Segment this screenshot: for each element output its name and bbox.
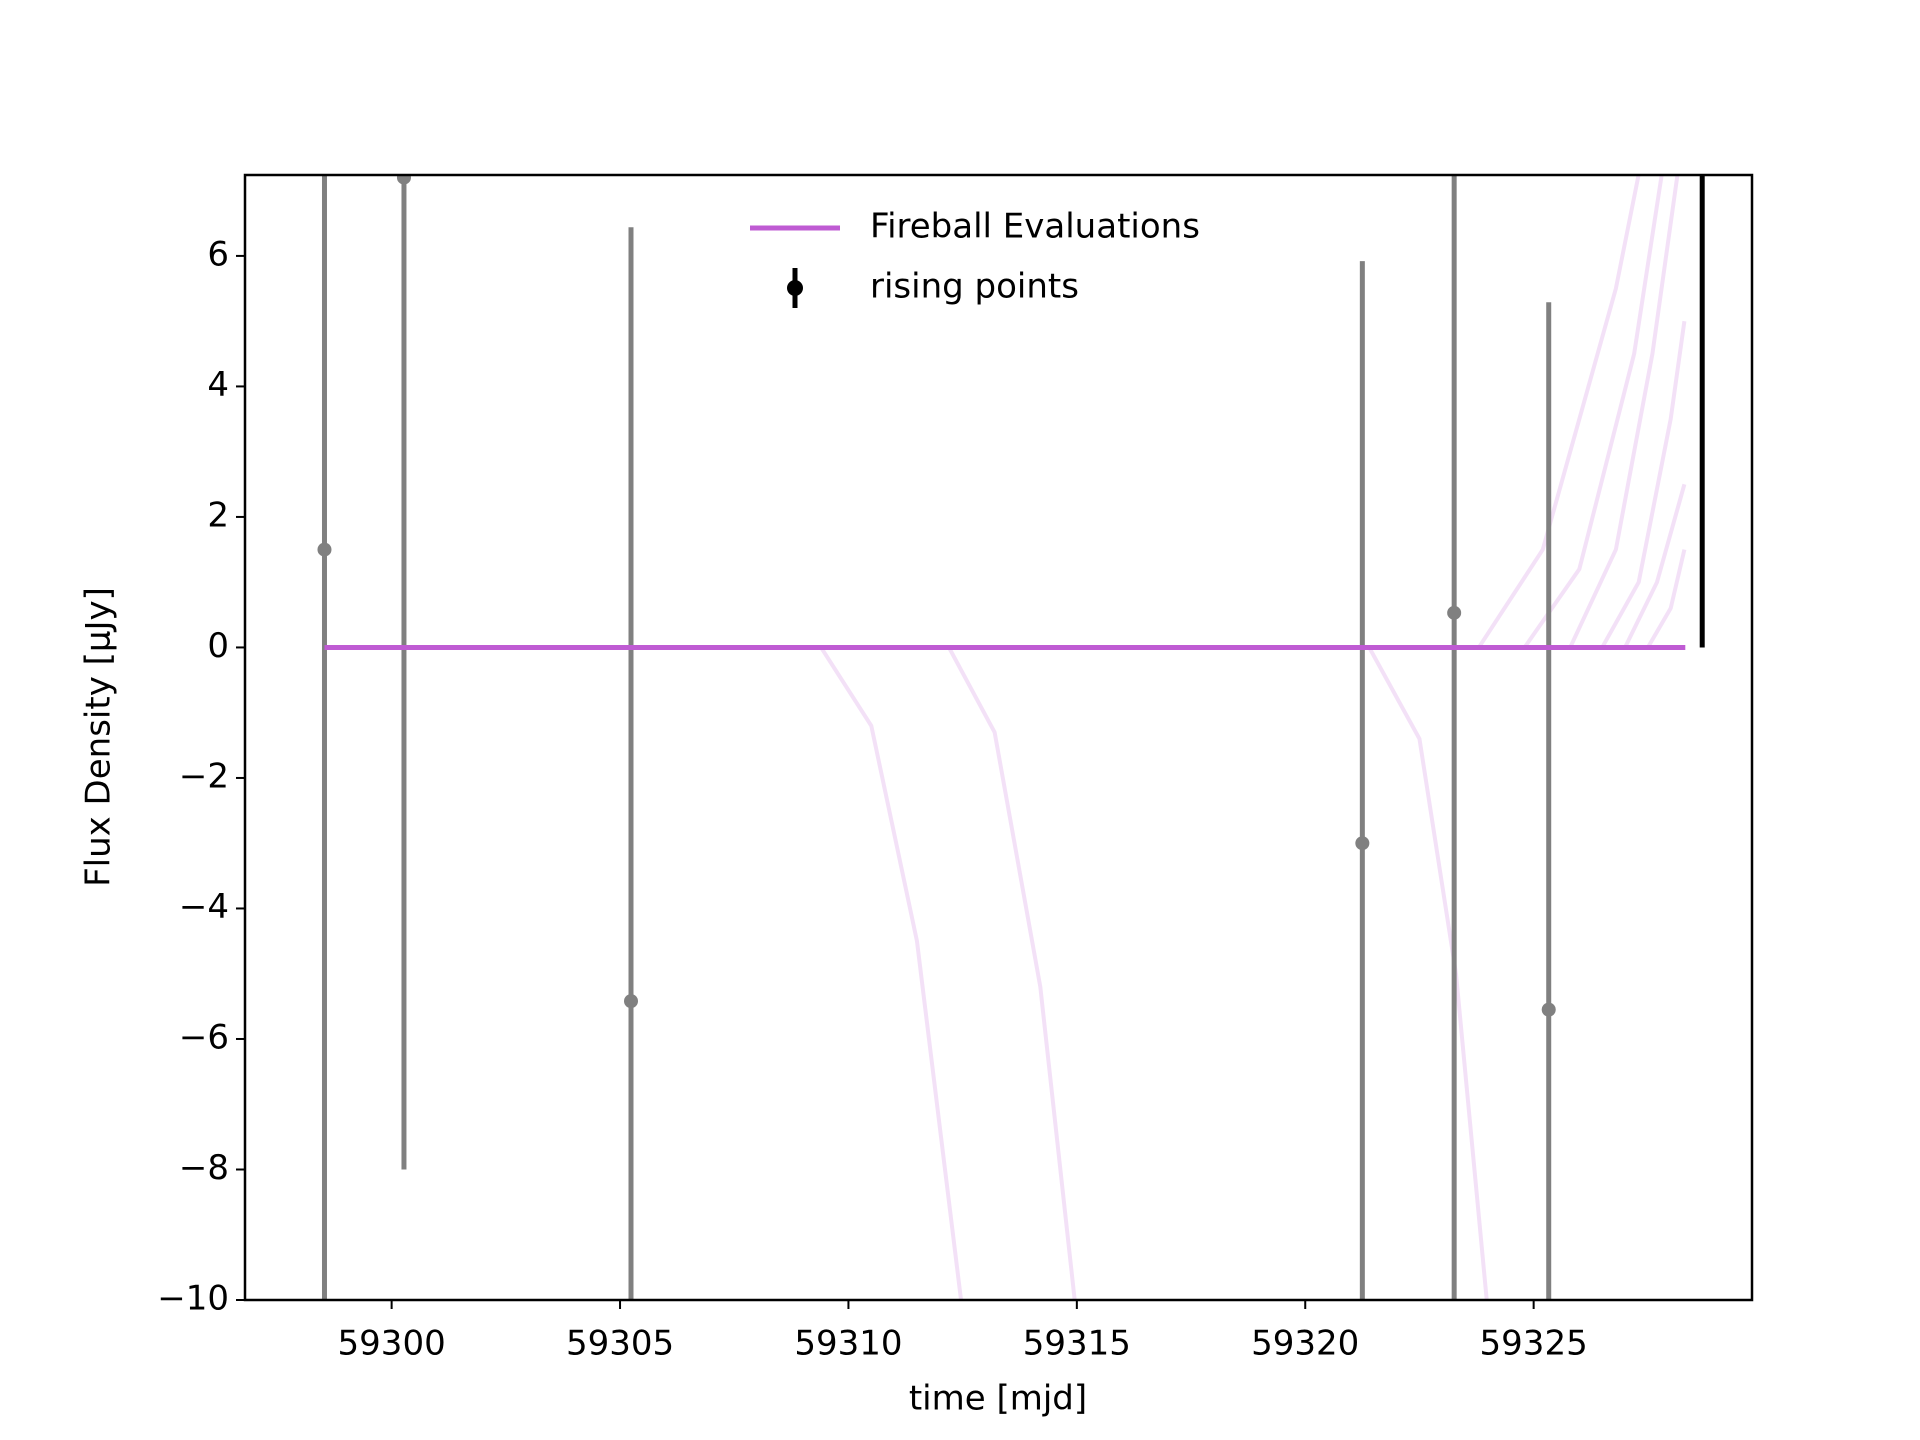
x-tick-label: 59300	[338, 1324, 446, 1364]
y-tick-label: −6	[179, 1017, 229, 1057]
fireball-evaluation	[947, 646, 1077, 1300]
fireball-evaluation	[1367, 646, 1489, 1300]
x-tick-label: 59325	[1480, 1324, 1588, 1364]
legend-marker	[787, 280, 803, 296]
data-point	[1541, 1002, 1556, 1017]
y-axis-label: Flux Density [µJy]	[79, 587, 119, 887]
y-tick-label: 4	[207, 365, 229, 405]
y-tick-label: 6	[207, 234, 229, 274]
x-tick-label: 59305	[566, 1324, 674, 1364]
y-tick-label: −2	[179, 756, 229, 796]
fireball-evaluation	[1522, 175, 1664, 649]
fireball-evaluation	[1623, 483, 1687, 649]
fireball-evaluation	[1600, 320, 1687, 649]
x-axis-label: time [mjd]	[909, 1379, 1087, 1419]
legend-label: Fireball Evaluations	[870, 207, 1200, 247]
fireball-evaluation	[1477, 175, 1641, 649]
fireball-evaluation	[819, 646, 964, 1300]
x-tick-label: 59320	[1251, 1324, 1359, 1364]
fireball-evaluation	[1646, 549, 1687, 649]
data-point	[1355, 836, 1370, 851]
x-tick-label: 59310	[794, 1324, 902, 1364]
data-point	[1447, 605, 1462, 620]
fireball-evaluation	[1568, 175, 1680, 649]
legend-label: rising points	[870, 267, 1079, 307]
data-point	[396, 175, 411, 185]
y-tick-label: 2	[207, 495, 229, 535]
y-tick-label: 0	[207, 626, 229, 666]
data-point	[624, 994, 639, 1009]
plot-area	[317, 175, 1705, 1300]
axes-frame	[243, 173, 1754, 1302]
x-tick-label: 59315	[1023, 1324, 1131, 1364]
y-tick-label: −8	[179, 1148, 229, 1188]
y-tick-label: −4	[179, 887, 229, 927]
y-tick-label: −10	[157, 1279, 229, 1319]
data-point	[317, 542, 332, 557]
